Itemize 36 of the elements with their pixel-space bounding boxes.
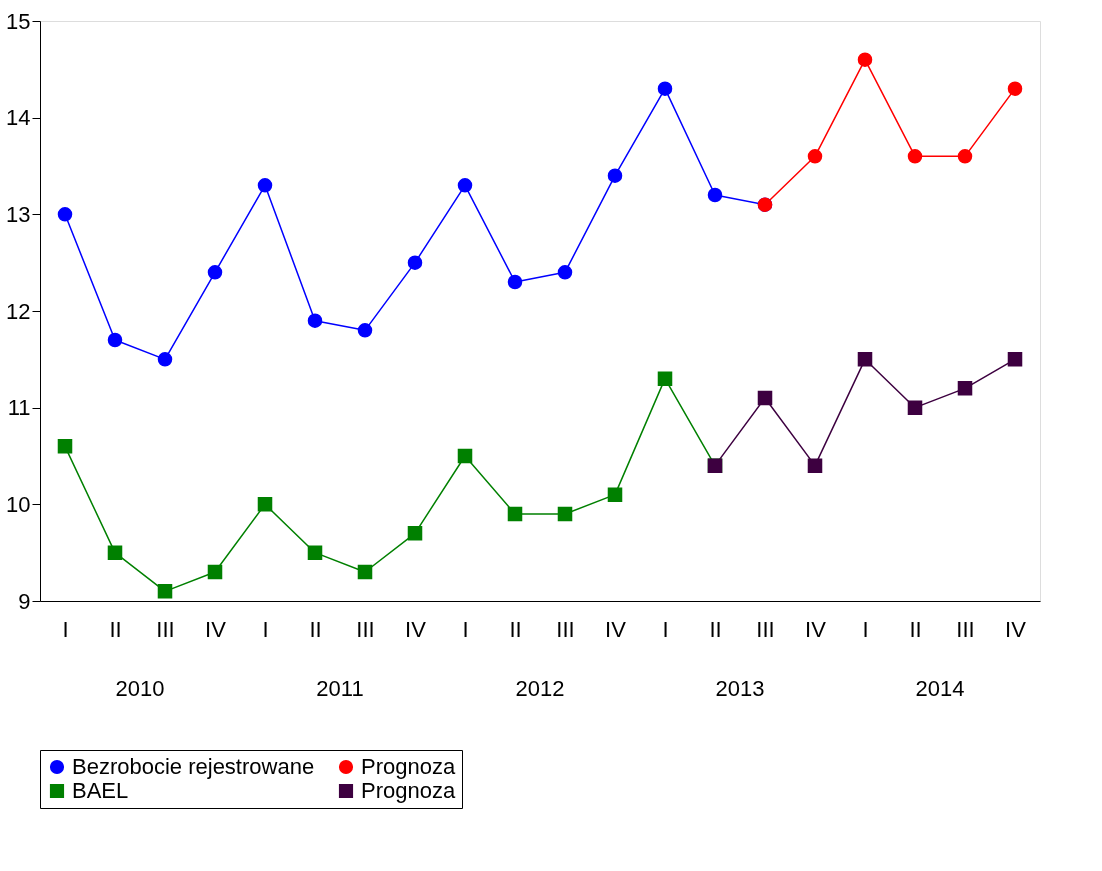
x-tick-label: IV [205, 616, 227, 642]
y-tick-label: 13 [6, 201, 31, 227]
y-tick-label: 14 [6, 105, 31, 131]
text: 2014 [915, 676, 965, 701]
y-tick-label: 9 [18, 588, 31, 614]
x-tick-label: II [909, 616, 922, 642]
x-tick-label: I [862, 616, 869, 642]
x-tick-label: I [662, 616, 669, 642]
y-tick-label: 11 [7, 395, 31, 421]
x-tick-label: II [509, 616, 522, 642]
x-tick-label: III [356, 616, 375, 642]
legend-label: Prognoza [361, 754, 456, 779]
legend-label: Bezrobocie rejestrowane [72, 754, 315, 779]
legend-label: BAEL [72, 778, 129, 803]
text: 2011 [316, 676, 364, 701]
y-tick-label: 15 [6, 8, 31, 34]
x-tick-label: I [262, 616, 269, 642]
x-tick-label: II [709, 616, 722, 642]
text: 2010 [115, 676, 165, 701]
text: 2012 [515, 676, 565, 701]
x-tick-label: III [756, 616, 775, 642]
x-tick-label: I [62, 616, 69, 642]
x-tick-label: IV [805, 616, 827, 642]
x-tick-label: III [156, 616, 175, 642]
x-tick-label: II [109, 616, 122, 642]
x-tick-label: II [309, 616, 322, 642]
x-tick-label: IV [405, 616, 427, 642]
x-tick-label: III [556, 616, 575, 642]
x-tick-label: I [462, 616, 469, 642]
y-tick-label: 10 [6, 491, 31, 517]
x-tick-label: IV [1005, 616, 1027, 642]
legend-label: Prognoza [361, 778, 456, 803]
x-tick-label: III [956, 616, 975, 642]
y-tick-label: 12 [6, 298, 31, 324]
x-tick-label: IV [605, 616, 627, 642]
text: 2013 [715, 676, 765, 701]
